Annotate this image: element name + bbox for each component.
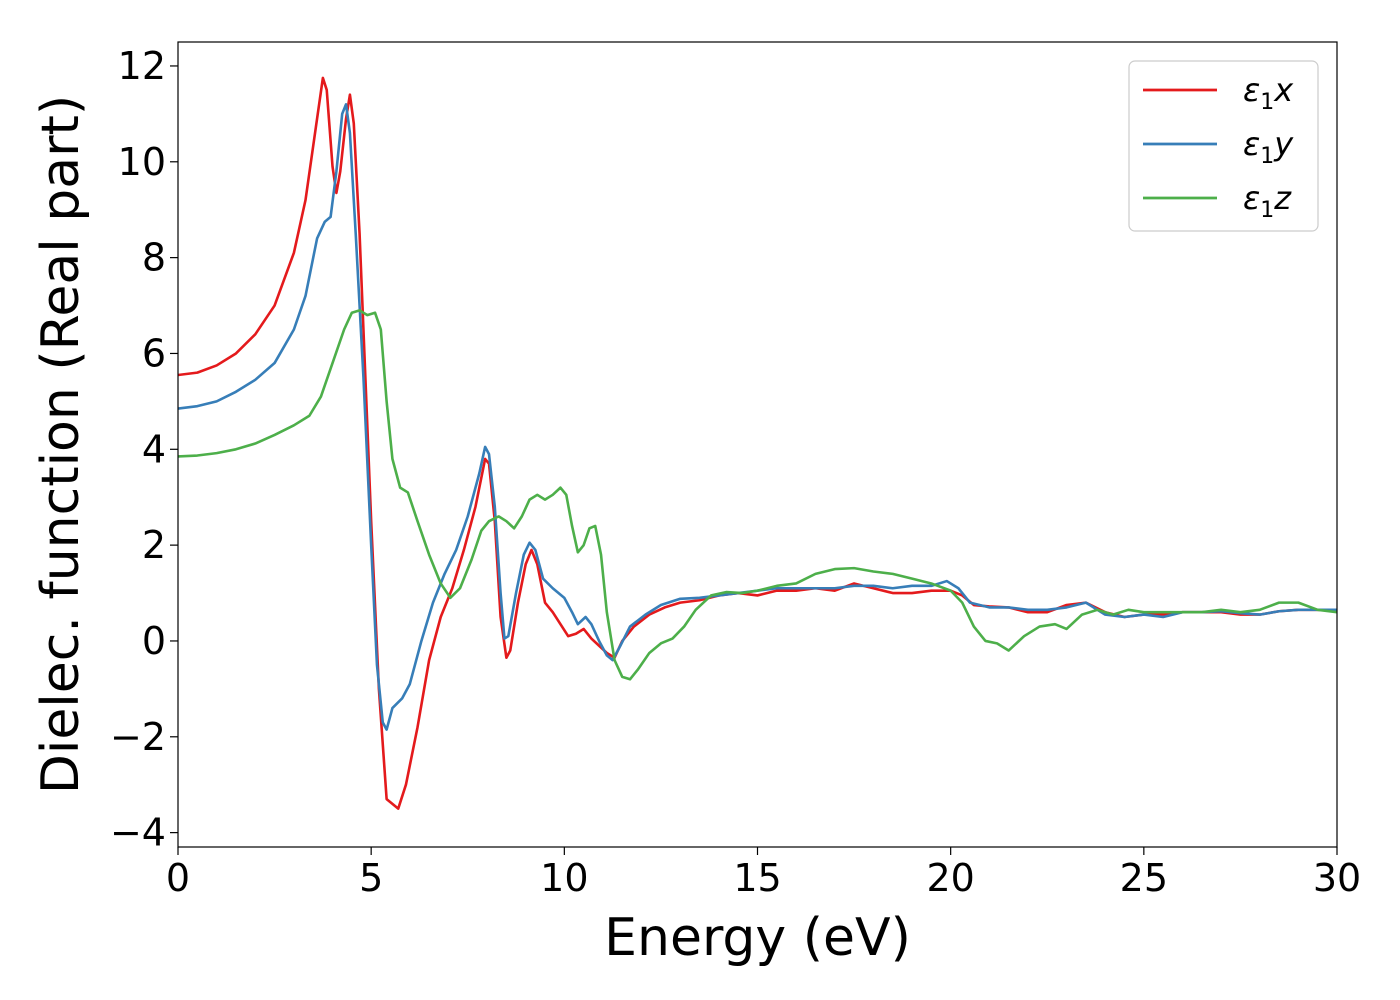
legend-label-x: ε1x [1243, 71, 1294, 115]
y-tick-label: 8 [142, 236, 166, 280]
y-tick-label: 2 [142, 523, 166, 567]
ticks: 0 5 10 15 20 25 30 −4 −2 0 2 4 6 8 10 12 [110, 44, 1361, 900]
x-tick-label: 15 [733, 856, 781, 900]
y-tick-label: 6 [142, 331, 166, 375]
legend-box [1128, 60, 1319, 232]
series-line-x [178, 76, 1337, 810]
y-tick-label: 12 [118, 44, 166, 88]
series-line-y [178, 102, 1337, 731]
plot-frame [177, 41, 1338, 848]
x-tick-label: 25 [1120, 856, 1168, 900]
y-tick-label: −2 [110, 715, 166, 759]
y-tick-label: 4 [142, 427, 166, 471]
legend-label-z: ε1z [1243, 179, 1292, 223]
legend: ε1x ε1y ε1z [1128, 60, 1319, 232]
series-line-z [178, 309, 1337, 681]
x-tick-label: 20 [926, 856, 974, 900]
x-tick-label: 10 [540, 856, 588, 900]
y-tick-label: −4 [110, 811, 166, 855]
y-tick-label: 10 [118, 140, 166, 184]
legend-label-y: ε1y [1243, 125, 1294, 169]
y-axis-label: Dielec. function (Real part) [31, 95, 91, 794]
x-tick-label: 0 [166, 856, 190, 900]
x-tick-label: 5 [359, 856, 383, 900]
y-tick-label: 0 [142, 619, 166, 663]
x-tick-label: 30 [1313, 856, 1361, 900]
x-axis-label: Energy (eV) [604, 908, 911, 968]
